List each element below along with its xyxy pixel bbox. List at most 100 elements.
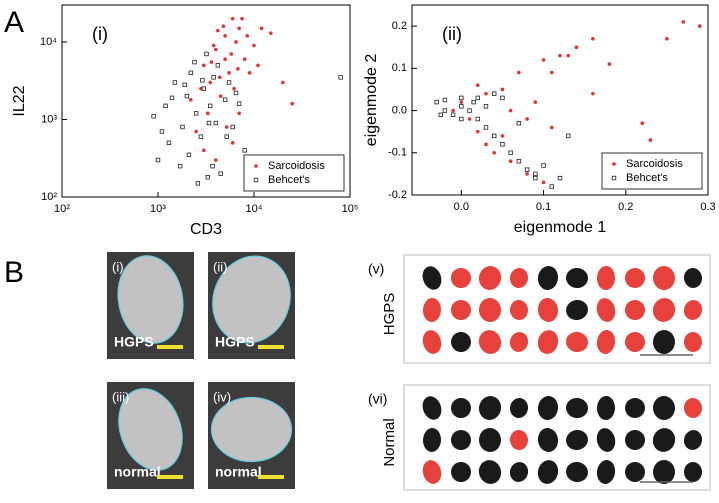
nucleus-shape [566, 397, 588, 419]
nucleus-shape [652, 266, 676, 290]
point [442, 108, 448, 113]
nucleus-shape [652, 330, 676, 354]
nucleus [117, 255, 184, 344]
point [591, 36, 595, 41]
nucleus-shape [478, 460, 502, 484]
point [227, 71, 231, 75]
nucleus-shape [509, 332, 529, 352]
point [492, 91, 497, 96]
legend-marker [253, 177, 259, 183]
point [155, 157, 161, 163]
point [216, 28, 220, 33]
point [516, 159, 522, 164]
y-tick-label: 0.0 [392, 104, 407, 116]
point [442, 97, 448, 103]
point [467, 108, 472, 113]
point [281, 80, 285, 85]
point [234, 40, 238, 44]
point [194, 111, 199, 116]
point [177, 163, 183, 169]
legend-box [243, 154, 345, 192]
point [484, 91, 488, 96]
point [242, 148, 247, 153]
point [549, 184, 554, 189]
point [194, 129, 199, 134]
image-label: (iii) [112, 389, 129, 404]
point [557, 175, 563, 181]
point [210, 163, 215, 169]
point [438, 112, 443, 117]
nucleus-shape [625, 332, 645, 352]
point [533, 175, 538, 181]
nucleus-shape [422, 330, 442, 354]
point [338, 75, 343, 80]
image-label: (iv) [213, 389, 231, 404]
point [192, 59, 197, 65]
point [240, 16, 244, 21]
y-tick-label: 10² [41, 191, 57, 203]
point [517, 70, 521, 75]
shape-panel-group: HGPS [381, 293, 398, 336]
point [459, 95, 464, 101]
point [475, 83, 480, 88]
plot-frame [411, 4, 709, 196]
point [524, 167, 530, 172]
nucleus-shape [683, 300, 703, 320]
x-tick-label: 10³ [150, 203, 166, 215]
point [533, 100, 538, 104]
legend-box [601, 152, 703, 190]
point [566, 133, 571, 139]
point [269, 31, 273, 35]
point [198, 134, 204, 139]
point [549, 70, 554, 75]
nucleus [118, 388, 183, 471]
y-tick-label: 0.2 [392, 20, 407, 32]
nucleus-shape [478, 266, 502, 290]
point [221, 24, 226, 28]
nucleus-shape [509, 268, 529, 288]
x-axis-label: CD3 [190, 221, 222, 238]
point [558, 53, 562, 58]
point [172, 80, 178, 85]
point [202, 63, 206, 68]
point [230, 16, 235, 21]
nucleus [210, 396, 293, 463]
nucleus-shape [422, 298, 442, 322]
point [500, 95, 505, 101]
point [475, 116, 480, 122]
point [290, 101, 295, 106]
nucleus-shape [451, 462, 471, 482]
point [459, 100, 464, 104]
point [169, 95, 175, 101]
x-tick-label: 10⁴ [246, 203, 263, 215]
nucleus [212, 255, 291, 344]
panel-label: A [4, 6, 24, 39]
point [484, 142, 488, 147]
point [252, 43, 256, 48]
x-tick-label: 0.0 [454, 201, 469, 213]
point [180, 124, 185, 130]
point [209, 60, 214, 64]
point [516, 121, 522, 126]
y-tick-label: 10⁴ [40, 36, 57, 48]
point [184, 93, 190, 99]
y-tick-label: -0.1 [388, 147, 407, 159]
point [205, 175, 210, 180]
nucleus-shape [478, 396, 502, 420]
nucleus-shape [537, 428, 559, 452]
point [226, 80, 232, 85]
nucleus-shape [625, 430, 645, 450]
x-tick-label: 0.2 [618, 201, 633, 213]
nucleus-shape [537, 298, 559, 322]
x-axis-label: eigenmode 1 [514, 219, 607, 236]
point [159, 129, 165, 134]
nucleus-shape [596, 428, 616, 452]
point [236, 101, 242, 106]
nucleus-shape [509, 462, 529, 482]
image-caption: HGPS [215, 334, 255, 350]
point [450, 112, 456, 117]
panel-annotation: (ii) [442, 24, 462, 44]
point [202, 148, 206, 153]
point [223, 34, 227, 38]
image-label: (ii) [213, 259, 227, 274]
